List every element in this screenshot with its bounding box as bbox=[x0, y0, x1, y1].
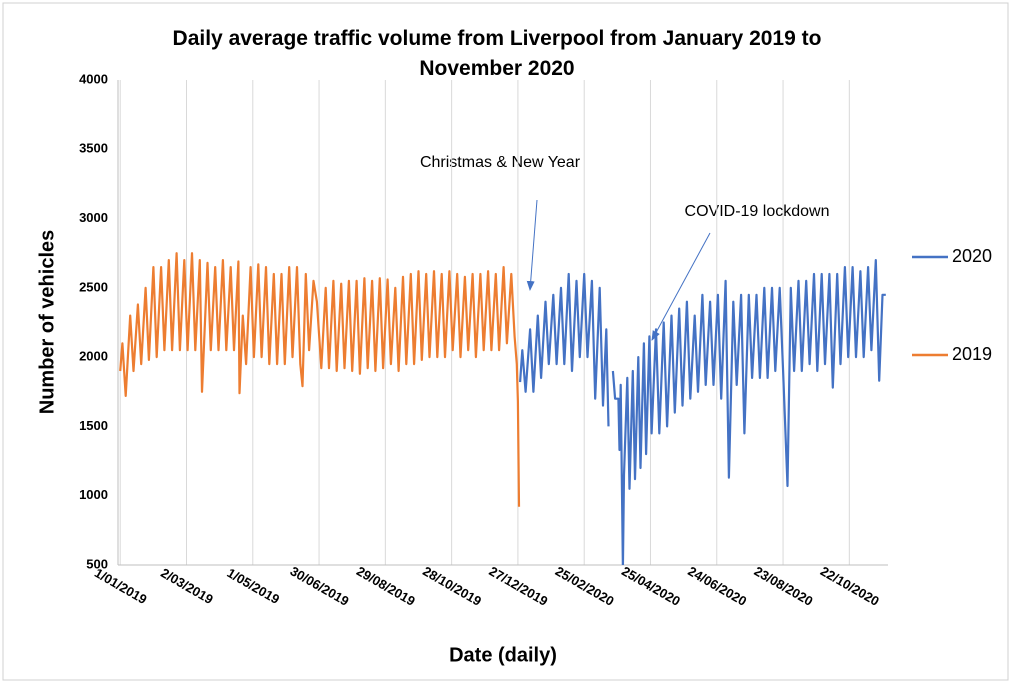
x-tick-label: 29/08/2019 bbox=[354, 563, 418, 609]
series-line bbox=[119, 252, 521, 507]
y-axis-title: Number of vehicles bbox=[36, 230, 58, 415]
x-tick-label: 23/08/2020 bbox=[752, 563, 816, 609]
x-tick-label: 27/12/2019 bbox=[487, 563, 551, 609]
y-tick-label: 2500 bbox=[79, 279, 108, 294]
annotation-arrow bbox=[526, 199, 538, 291]
legend-label: 2020 bbox=[952, 246, 992, 266]
x-tick-label: 30/06/2019 bbox=[288, 563, 352, 609]
x-tick-label: 1/05/2019 bbox=[225, 565, 283, 607]
series-line bbox=[519, 259, 886, 565]
x-tick-label: 28/10/2019 bbox=[420, 563, 484, 609]
y-tick-label: 2000 bbox=[79, 349, 108, 364]
legend-label: 2019 bbox=[952, 344, 992, 364]
y-tick-label: 1500 bbox=[79, 418, 108, 433]
y-tick-label: 3000 bbox=[79, 210, 108, 225]
chart-title: Daily average traffic volume from Liverp… bbox=[172, 27, 822, 80]
x-tick-label: 22/10/2020 bbox=[818, 563, 882, 609]
y-tick-label: 3500 bbox=[79, 141, 108, 156]
y-tick-label: 4000 bbox=[79, 71, 108, 86]
annotation-arrow bbox=[651, 232, 711, 341]
annotation: Christmas & New Year bbox=[420, 154, 581, 171]
x-tick-label: 2/03/2019 bbox=[158, 565, 216, 607]
annotation: COVID-19 lockdown bbox=[685, 203, 830, 220]
y-tick-label: 1000 bbox=[79, 487, 108, 502]
x-tick-label: 24/06/2020 bbox=[685, 563, 749, 609]
plot-area bbox=[119, 252, 886, 565]
x-axis-title: Date (daily) bbox=[449, 644, 557, 666]
x-tick-label: 1/01/2019 bbox=[92, 565, 150, 607]
x-tick-label: 25/04/2020 bbox=[619, 563, 683, 609]
y-tick-label: 500 bbox=[86, 556, 108, 571]
x-tick-label: 25/02/2020 bbox=[553, 563, 617, 609]
